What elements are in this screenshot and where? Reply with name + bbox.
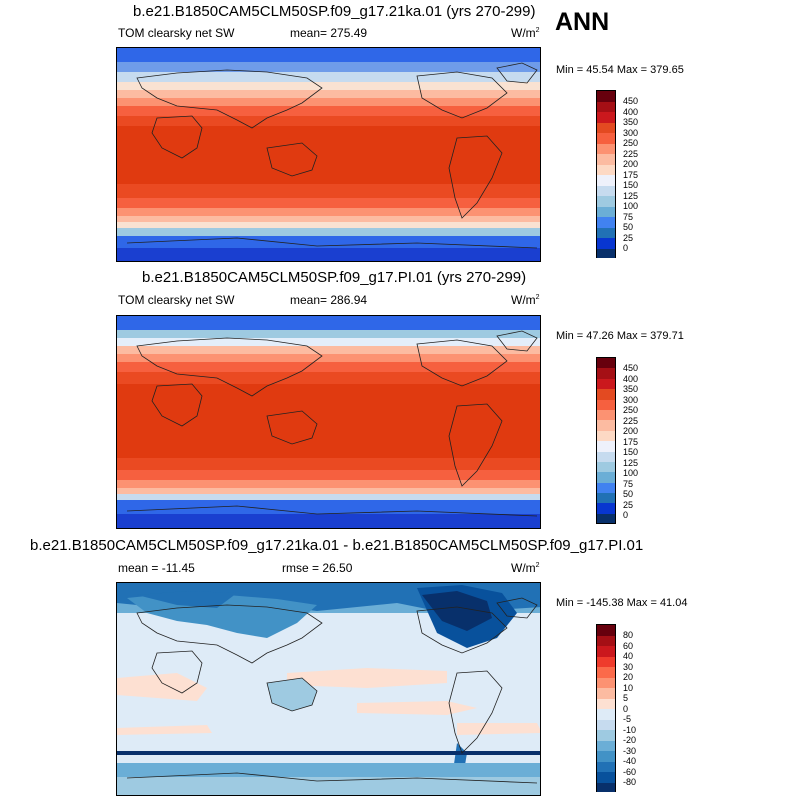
panel-2-map — [116, 315, 541, 529]
colorbar-label: -5 — [623, 714, 632, 724]
colorbar-label: 80 — [623, 630, 634, 640]
colorbar-label: 20 — [623, 672, 634, 682]
panel-2-title: b.e21.B1850CAM5CLM50SP.f09_g17.PI.01 (yr… — [142, 269, 527, 286]
panel-1-variable: TOM clearsky net SW — [118, 26, 235, 40]
panel-1-units: W/m2 — [511, 26, 540, 40]
colorbar-label: -60 — [623, 767, 637, 777]
colorbar-label: -40 — [623, 756, 637, 766]
panel-3-map — [116, 582, 541, 796]
colorbar-label: 50 — [623, 489, 634, 499]
colorbar-label: 175 — [623, 170, 639, 180]
panel-1-minmax: Min = 45.54 Max = 379.65 — [556, 64, 684, 76]
panel-1-mean: mean= 275.49 — [290, 26, 368, 40]
colorbar-label: 450 — [623, 96, 639, 106]
panel-3-mean: mean = -11.45 — [118, 561, 195, 575]
colorbar-label: 225 — [623, 416, 639, 426]
colorbar-label: -80 — [623, 777, 637, 787]
colorbar-label: 30 — [623, 662, 634, 672]
colorbar-label: 0 — [623, 704, 629, 714]
colorbar-label: 50 — [623, 222, 634, 232]
panel-2-colorbar — [596, 357, 616, 524]
panel-3-minmax: Min = -145.38 Max = 41.04 — [556, 597, 688, 609]
colorbar-label: 0 — [623, 510, 629, 520]
colorbar-label: 150 — [623, 180, 639, 190]
colorbar-label: 300 — [623, 395, 639, 405]
panel-3-rmse: rmse = 26.50 — [282, 561, 353, 575]
colorbar-label: 10 — [623, 683, 634, 693]
colorbar-label: 125 — [623, 191, 639, 201]
colorbar-label: -30 — [623, 746, 637, 756]
panel-3-colorbar — [596, 624, 616, 792]
colorbar-label: 100 — [623, 201, 639, 211]
colorbar-label: 100 — [623, 468, 639, 478]
colorbar-label: 40 — [623, 651, 634, 661]
panel-1-map — [116, 47, 541, 262]
colorbar-label: 25 — [623, 233, 634, 243]
colorbar-label: 25 — [623, 500, 634, 510]
colorbar-label: 200 — [623, 426, 639, 436]
colorbar-label: 75 — [623, 479, 634, 489]
colorbar-label: 5 — [623, 693, 629, 703]
colorbar-label: 350 — [623, 384, 639, 394]
colorbar-label: 125 — [623, 458, 639, 468]
colorbar-label: 175 — [623, 437, 639, 447]
colorbar-label: -20 — [623, 735, 637, 745]
panel-3-title: b.e21.B1850CAM5CLM50SP.f09_g17.21ka.01 -… — [30, 537, 644, 554]
colorbar-label: 350 — [623, 117, 639, 127]
colorbar-label: 300 — [623, 128, 639, 138]
colorbar-label: -10 — [623, 725, 637, 735]
colorbar-label: 450 — [623, 363, 639, 373]
colorbar-label: 400 — [623, 374, 639, 384]
colorbar-label: 250 — [623, 405, 639, 415]
panel-2-minmax: Min = 47.26 Max = 379.71 — [556, 330, 684, 342]
season-label: ANN — [555, 8, 610, 36]
panel-1-colorbar — [596, 90, 616, 258]
colorbar-label: 150 — [623, 447, 639, 457]
panel-2-mean: mean= 286.94 — [290, 293, 368, 307]
colorbar-label: 225 — [623, 149, 639, 159]
colorbar-label: 0 — [623, 243, 629, 253]
panel-2-units: W/m2 — [511, 293, 540, 307]
colorbar-label: 400 — [623, 107, 639, 117]
panel-3-units: W/m2 — [511, 561, 540, 575]
panel-2-variable: TOM clearsky net SW — [118, 293, 235, 307]
colorbar-label: 250 — [623, 138, 639, 148]
colorbar-label: 200 — [623, 159, 639, 169]
panel-1-title: b.e21.B1850CAM5CLM50SP.f09_g17.21ka.01 (… — [133, 3, 536, 20]
colorbar-label: 60 — [623, 641, 634, 651]
colorbar-label: 75 — [623, 212, 634, 222]
